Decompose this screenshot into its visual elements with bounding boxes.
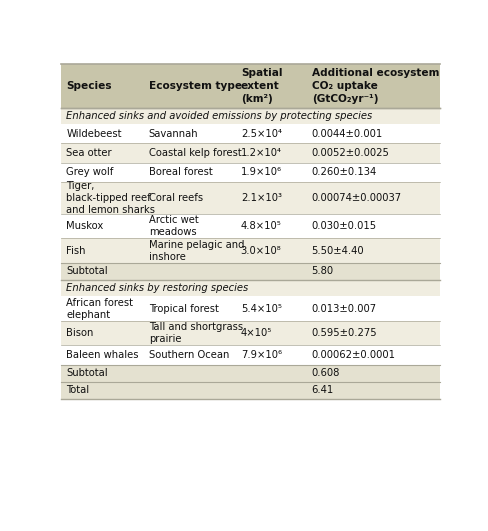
Bar: [61, 238, 439, 263]
Text: Enhanced sinks and avoided emissions by protecting species: Enhanced sinks and avoided emissions by …: [66, 111, 372, 121]
Text: 0.595±0.275: 0.595±0.275: [311, 328, 376, 338]
Bar: [61, 64, 439, 108]
Text: Tropical forest: Tropical forest: [148, 304, 218, 314]
Text: Boreal forest: Boreal forest: [148, 167, 212, 177]
Bar: [61, 182, 439, 214]
Bar: [61, 321, 439, 346]
Text: 0.260±0.134: 0.260±0.134: [311, 167, 376, 177]
Text: Spatial
extent
(km²): Spatial extent (km²): [240, 68, 282, 104]
Bar: [61, 162, 439, 182]
Bar: [61, 108, 439, 124]
Text: 2.5×10⁴: 2.5×10⁴: [240, 129, 281, 139]
Text: 4×10⁵: 4×10⁵: [240, 328, 272, 338]
Text: 5.4×10⁵: 5.4×10⁵: [240, 304, 281, 314]
Text: 3.0×10⁸: 3.0×10⁸: [240, 245, 281, 255]
Bar: [61, 346, 439, 365]
Text: Ecosystem type: Ecosystem type: [148, 81, 241, 91]
Text: Sea otter: Sea otter: [66, 148, 112, 158]
Text: 0.030±0.015: 0.030±0.015: [311, 221, 376, 231]
Text: Savannah: Savannah: [148, 129, 198, 139]
Text: Arctic wet
meadows: Arctic wet meadows: [148, 215, 198, 237]
Text: 5.80: 5.80: [311, 267, 333, 277]
Text: 2.1×10³: 2.1×10³: [240, 193, 281, 203]
Text: Species: Species: [66, 81, 112, 91]
Text: 0.013±0.007: 0.013±0.007: [311, 304, 376, 314]
Text: 6.41: 6.41: [311, 386, 333, 396]
Text: Tiger,
black-tipped reef
and lemon sharks: Tiger, black-tipped reef and lemon shark…: [66, 181, 155, 215]
Bar: [61, 143, 439, 162]
Text: 0.608: 0.608: [311, 368, 339, 378]
Text: Fish: Fish: [66, 245, 86, 255]
Text: 0.0052±0.0025: 0.0052±0.0025: [311, 148, 389, 158]
Bar: [61, 382, 439, 399]
Text: Enhanced sinks by restoring species: Enhanced sinks by restoring species: [66, 283, 248, 293]
Text: Additional ecosystem
CO₂ uptake
(GtCO₂yr⁻¹): Additional ecosystem CO₂ uptake (GtCO₂yr…: [311, 68, 438, 104]
Text: 5.50±4.40: 5.50±4.40: [311, 245, 364, 255]
Bar: [61, 214, 439, 238]
Text: Coastal kelp forest: Coastal kelp forest: [148, 148, 241, 158]
Bar: [61, 296, 439, 321]
Text: Tall and shortgrass
prairie: Tall and shortgrass prairie: [148, 322, 243, 344]
Bar: [61, 124, 439, 143]
Text: 0.00074±0.00037: 0.00074±0.00037: [311, 193, 401, 203]
Text: 7.9×10⁶: 7.9×10⁶: [240, 350, 281, 360]
Text: Subtotal: Subtotal: [66, 368, 108, 378]
Text: Total: Total: [66, 386, 89, 396]
Bar: [61, 263, 439, 280]
Text: Subtotal: Subtotal: [66, 267, 108, 277]
Text: Bison: Bison: [66, 328, 94, 338]
Text: 4.8×10⁵: 4.8×10⁵: [240, 221, 281, 231]
Text: 0.0044±0.001: 0.0044±0.001: [311, 129, 382, 139]
Text: Marine pelagic and
inshore: Marine pelagic and inshore: [148, 239, 244, 262]
Text: Southern Ocean: Southern Ocean: [148, 350, 228, 360]
Bar: [61, 365, 439, 382]
Text: 1.9×10⁶: 1.9×10⁶: [240, 167, 281, 177]
Text: Grey wolf: Grey wolf: [66, 167, 114, 177]
Text: Wildebeest: Wildebeest: [66, 129, 122, 139]
Text: Coral reefs: Coral reefs: [148, 193, 203, 203]
Text: 0.00062±0.0001: 0.00062±0.0001: [311, 350, 395, 360]
Bar: [61, 280, 439, 296]
Text: Baleen whales: Baleen whales: [66, 350, 139, 360]
Text: 1.2×10⁴: 1.2×10⁴: [240, 148, 281, 158]
Text: Muskox: Muskox: [66, 221, 103, 231]
Text: African forest
elephant: African forest elephant: [66, 298, 133, 320]
